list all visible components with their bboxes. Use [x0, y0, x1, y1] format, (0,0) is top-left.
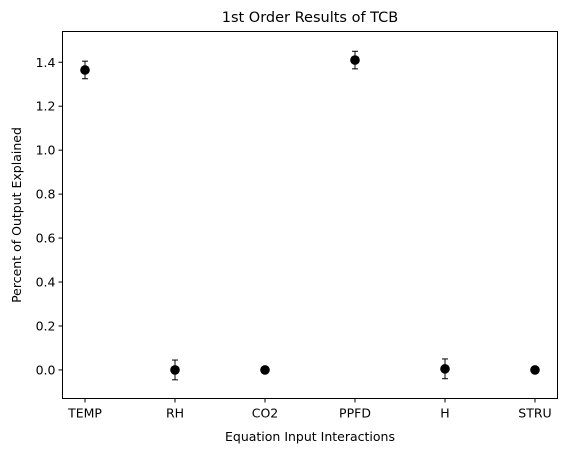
data-point: [260, 365, 270, 375]
data-point: [170, 365, 180, 375]
data-point: [80, 65, 90, 75]
y-tick-label: 0.2: [36, 318, 56, 333]
data-point: [440, 364, 450, 374]
y-tick-label: 0.6: [36, 231, 56, 246]
data-points: [80, 50, 540, 381]
y-tick-label: 0.0: [36, 362, 56, 377]
x-tick-label: CO2: [252, 406, 279, 421]
x-tick-label: PPFD: [339, 406, 371, 421]
y-tick-label: 0.8: [36, 187, 56, 202]
x-tick-label: STRU: [518, 406, 551, 421]
y-axis: 0.0 0.2 0.4 0.6 0.8 1.0 1.2 1.4: [36, 55, 63, 377]
x-axis: TEMP RH CO2 PPFD H STRU: [67, 398, 552, 421]
y-axis-label: Percent of Output Explained: [9, 127, 24, 303]
x-axis-label: Equation Input Interactions: [225, 429, 395, 444]
y-tick-label: 1.4: [36, 55, 56, 70]
y-tick-label: 1.0: [36, 143, 56, 158]
x-tick-label: H: [440, 406, 449, 421]
data-point: [350, 55, 360, 65]
chart-title: 1st Order Results of TCB: [222, 10, 399, 26]
plot-area: [62, 31, 558, 399]
data-point: [530, 365, 540, 375]
y-tick-label: 0.4: [36, 275, 56, 290]
x-tick-label: RH: [166, 406, 184, 421]
y-tick-label: 1.2: [36, 99, 56, 114]
x-tick-label: TEMP: [67, 406, 102, 421]
